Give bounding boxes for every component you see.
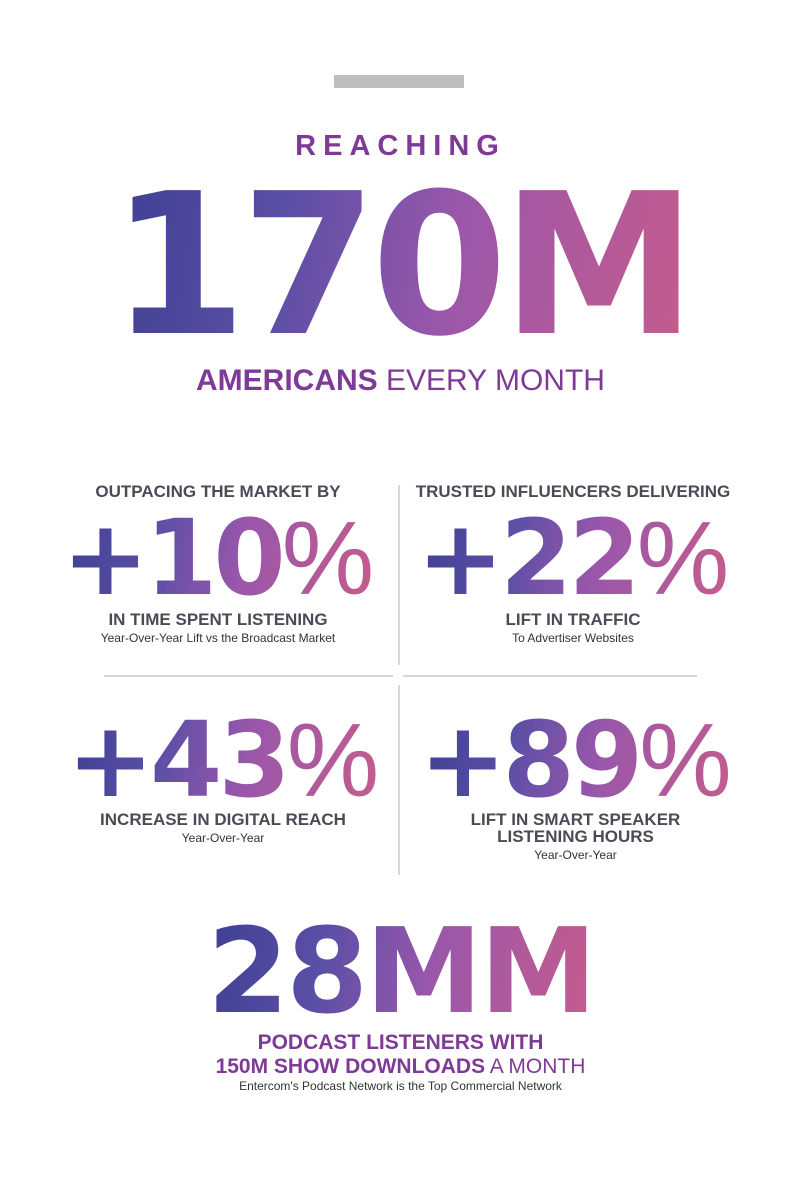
podcast-number-text: 28MM (206, 902, 597, 1040)
podcast-line-2-rest: A MONTH (485, 1055, 586, 1078)
divider-horizontal-left (104, 675, 393, 677)
stat-kicker: OUTPACING THE MARKET BY (95, 482, 341, 501)
hero-number: 170M (0, 168, 801, 364)
stat-value: +89% (403, 708, 748, 813)
stat-label: INCREASE IN DIGITAL REACH (100, 810, 346, 829)
hero-audience-rest: EVERY MONTH (377, 364, 605, 397)
stat-label: LIFT IN SMART SPEAKER (470, 810, 681, 829)
stat-value-number: +10% (61, 497, 375, 619)
stat-value: +22% (403, 506, 743, 611)
stat-subtext: Year-Over-Year Lift vs the Broadcast Mar… (100, 631, 336, 645)
stat-subtext: To Advertiser Websites (512, 631, 634, 645)
stat-label: LIFT IN TRAFFIC (505, 610, 641, 629)
divider-vertical-top (398, 485, 400, 665)
stat-value-number: +43% (66, 699, 380, 821)
stat-label-line2: LISTENING HOURS (497, 827, 654, 846)
podcast-footnote: Entercom's Podcast Network is the Top Co… (239, 1079, 562, 1093)
hero-number-text: 170M (110, 152, 696, 380)
podcast-line-1: PODCAST LISTENERS WITH (257, 1031, 544, 1054)
top-decorative-bar (334, 75, 464, 88)
hero-kicker: REACHING (295, 130, 506, 162)
podcast-line-2: 150M SHOW DOWNLOADS A MONTH (0, 1055, 801, 1079)
stat-value-number: +22% (416, 497, 730, 619)
stat-label: IN TIME SPENT LISTENING (108, 610, 328, 629)
podcast-number: 28MM (0, 912, 801, 1030)
stat-kicker: TRUSTED INFLUENCERS DELIVERING (415, 482, 731, 501)
stat-value-number: +89% (419, 699, 732, 821)
podcast-description: PODCAST LISTENERS WITH 150M SHOW DOWNLOA… (0, 1031, 801, 1079)
hero-audience: AMERICANS EVERY MONTH (0, 364, 801, 398)
podcast-line-2-bold: 150M SHOW DOWNLOADS (215, 1055, 486, 1078)
stat-value: +10% (48, 506, 388, 611)
divider-horizontal-right (403, 675, 697, 677)
stat-value: +43% (48, 708, 398, 813)
divider-vertical-bottom (398, 685, 400, 875)
hero-audience-bold: AMERICANS (196, 364, 378, 397)
stat-subtext: Year-Over-Year (181, 831, 265, 845)
stat-subtext: Year-Over-Year (534, 848, 617, 862)
